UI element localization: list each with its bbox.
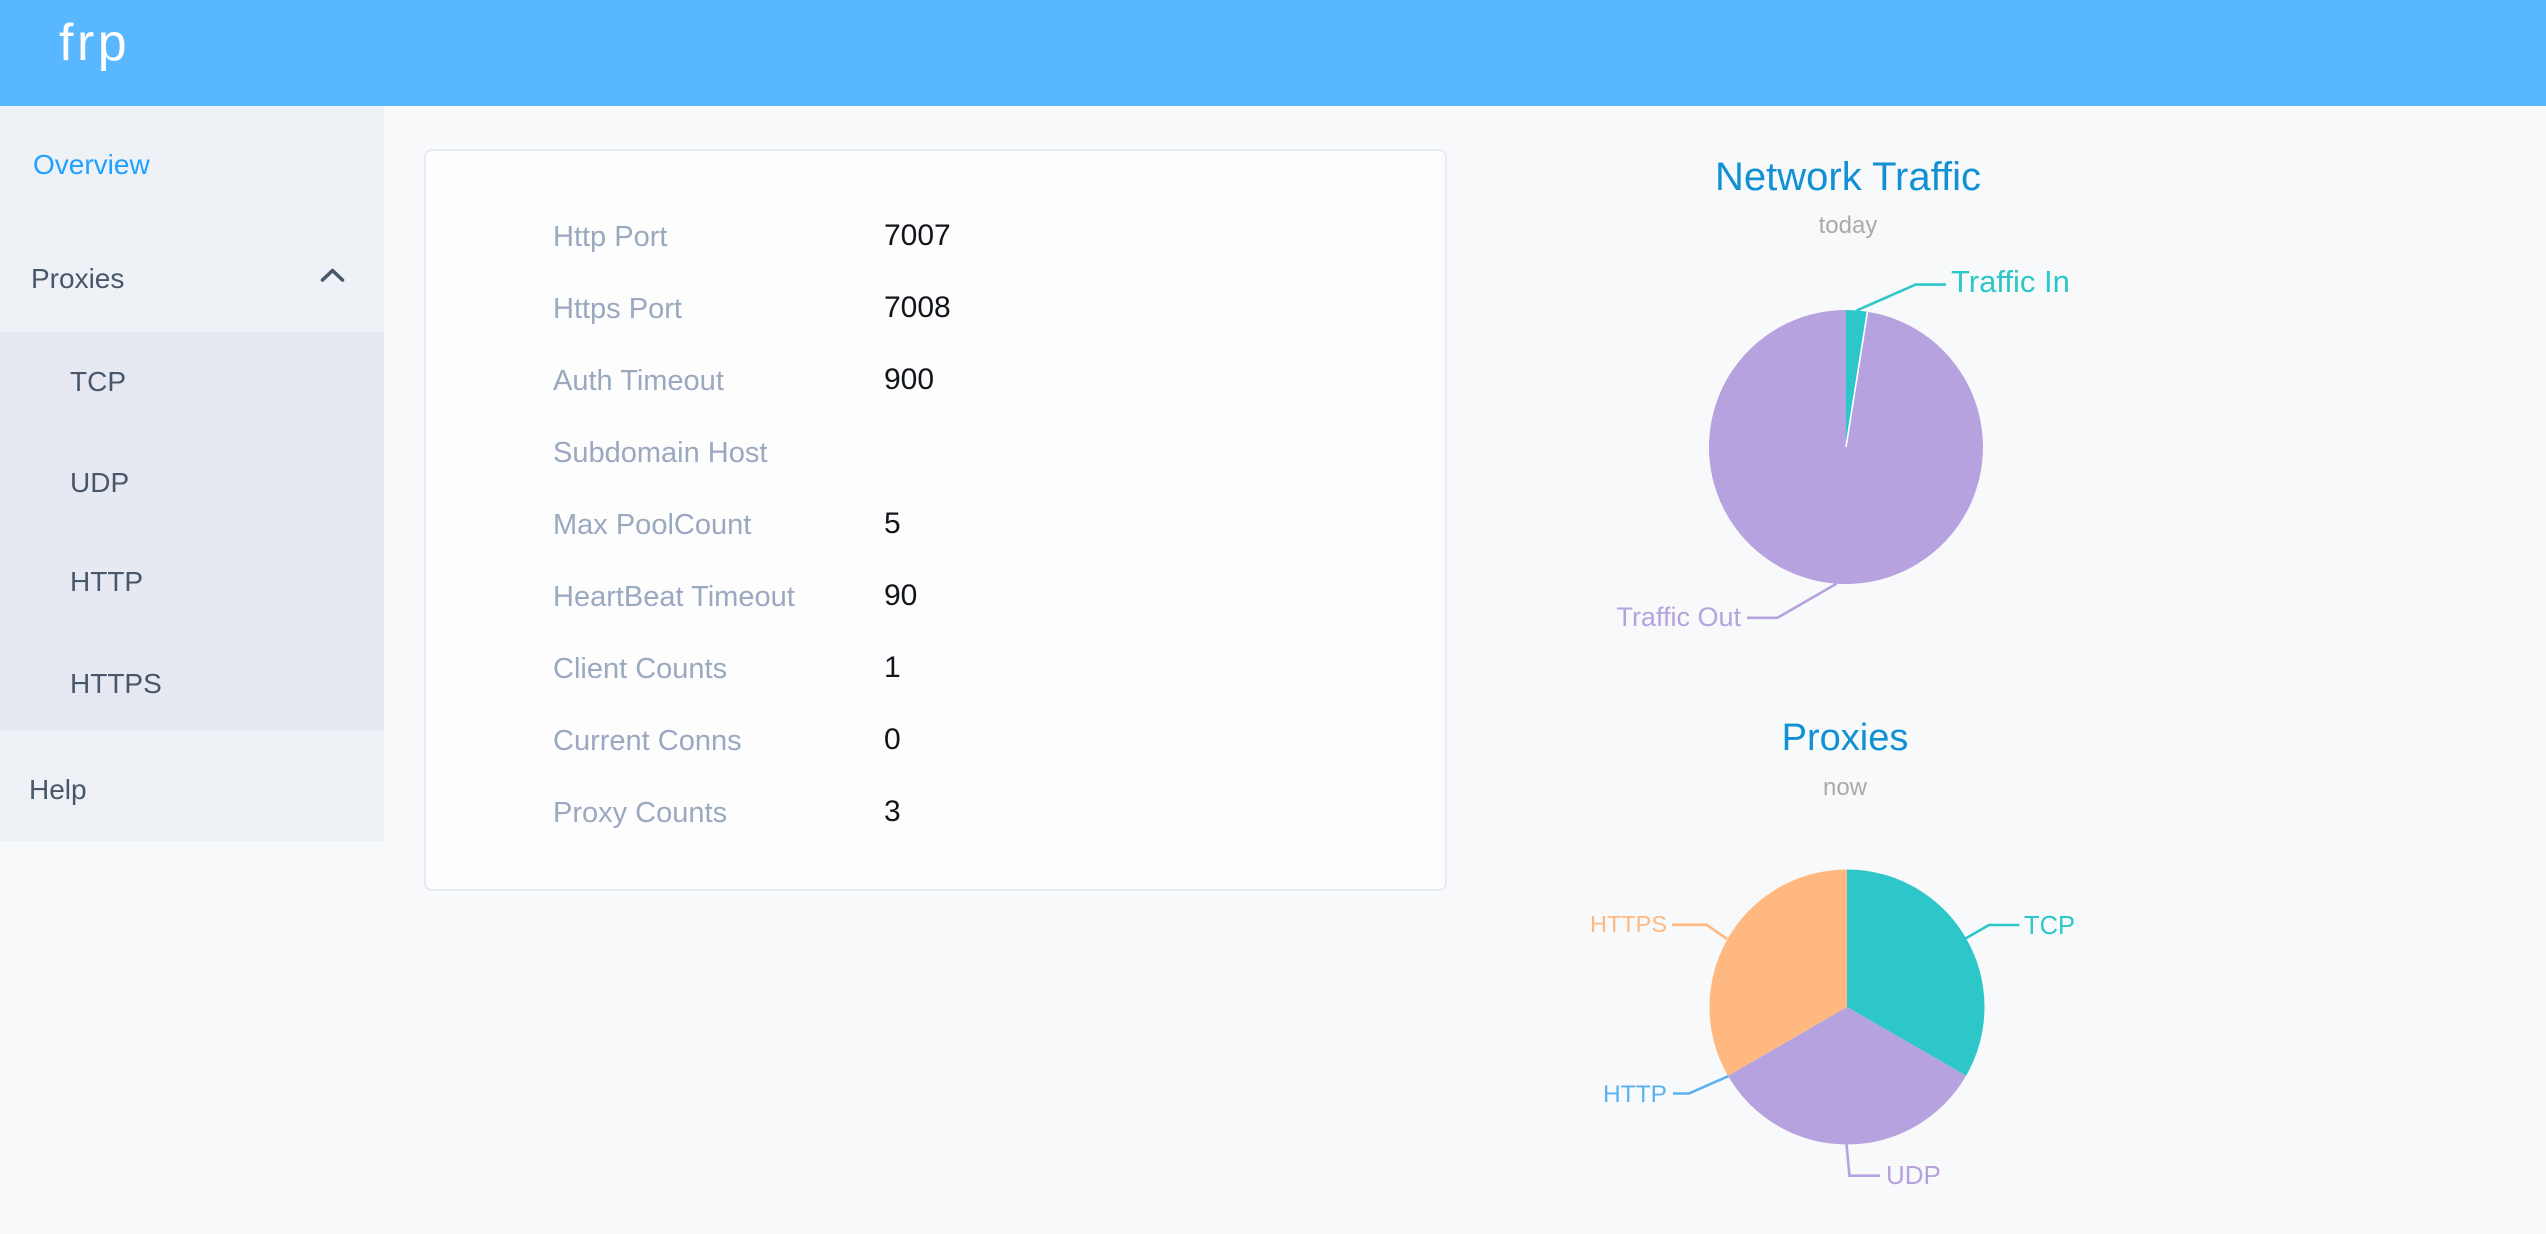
svg-text:UDP: UDP <box>1886 1160 1941 1190</box>
svg-text:now: now <box>1823 774 1868 801</box>
svg-text:HTTPS: HTTPS <box>1590 911 1667 937</box>
svg-text:Traffic In: Traffic In <box>1951 264 2070 299</box>
svg-text:HTTP: HTTP <box>1603 1081 1667 1108</box>
svg-text:Proxies: Proxies <box>1782 717 1909 759</box>
svg-text:Network Traffic: Network Traffic <box>1715 155 1981 199</box>
svg-text:today: today <box>1819 212 1878 239</box>
svg-text:TCP: TCP <box>2024 912 2075 940</box>
svg-text:Traffic Out: Traffic Out <box>1616 602 1741 632</box>
